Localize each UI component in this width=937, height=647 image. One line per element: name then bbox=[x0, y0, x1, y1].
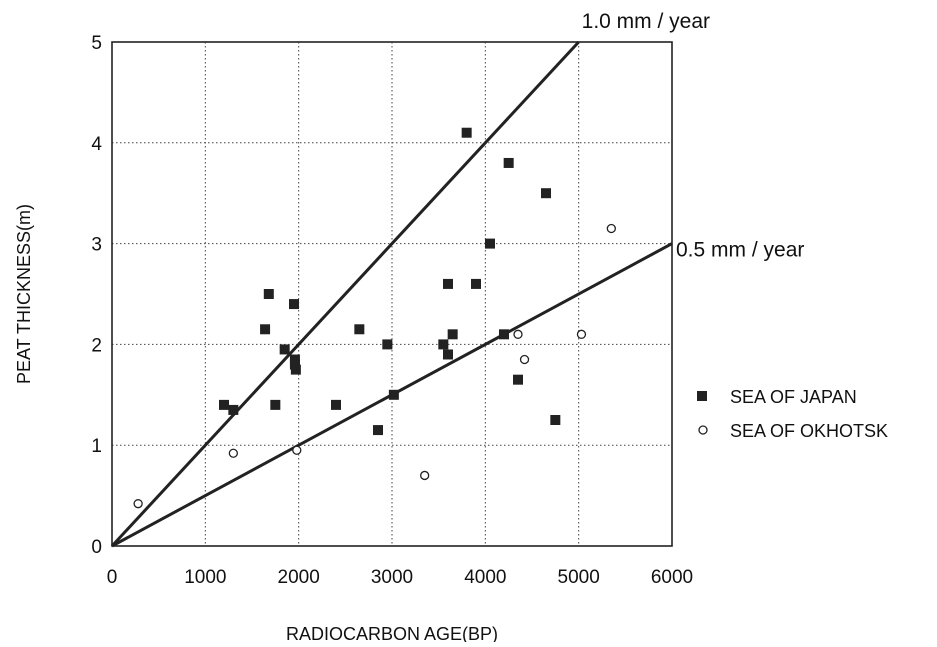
sea-of-okhotsk-point-5 bbox=[519, 354, 530, 365]
sea-of-japan-point-9 bbox=[290, 364, 301, 375]
sea-of-japan-point-2 bbox=[260, 324, 271, 335]
sea-of-japan-point-23 bbox=[503, 157, 514, 168]
sea-of-japan-point-0 bbox=[219, 399, 229, 410]
reference-line-label-0: 1.0 mm / year bbox=[582, 10, 710, 33]
sea-of-japan-point-10 bbox=[331, 399, 341, 410]
sea-of-japan-point-18 bbox=[447, 329, 458, 340]
sea-of-japan-point-25 bbox=[541, 188, 551, 199]
x-tick-label-4: 4000 bbox=[464, 567, 506, 588]
sea-of-japan-point-14 bbox=[388, 389, 399, 400]
sea-of-japan-point-15 bbox=[438, 339, 449, 350]
x-tick-label-1: 1000 bbox=[184, 567, 226, 588]
tick-labels: 0 1000 2000 3000 4000 5000 6000 0 1 2 3 4 5 bbox=[91, 33, 693, 588]
y-tick-label-5: 5 bbox=[91, 33, 102, 54]
y-tick-label-3: 3 bbox=[91, 235, 102, 256]
sea-of-japan-point-21 bbox=[485, 238, 495, 249]
y-axis-title: PEAT THICKNESS(m) bbox=[14, 204, 34, 384]
sea-of-japan-point-24 bbox=[513, 374, 523, 385]
x-tick-label-6: 6000 bbox=[651, 567, 693, 588]
sea-of-japan-point-12 bbox=[373, 425, 383, 436]
reference-line-label-1: 0.5 mm / year bbox=[676, 239, 804, 262]
sea-of-japan-point-7 bbox=[289, 354, 300, 365]
sea-of-okhotsk-point-0 bbox=[133, 499, 143, 509]
y-tick-label-2: 2 bbox=[91, 335, 102, 356]
legend-marker-sea-of-japan bbox=[697, 391, 707, 401]
grid bbox=[112, 42, 672, 546]
reference-lines: 1.0 mm / year 0.5 mm / year bbox=[110, 10, 804, 548]
sea-of-japan-point-26 bbox=[550, 415, 561, 425]
data-points bbox=[133, 127, 616, 509]
sea-of-okhotsk-point-4 bbox=[513, 329, 523, 339]
sea-of-japan-point-13 bbox=[382, 339, 393, 350]
sea-of-japan-point-5 bbox=[279, 344, 290, 355]
y-tick-label-1: 1 bbox=[91, 436, 102, 457]
legend: SEA OF JAPAN SEA OF OKHOTSK bbox=[697, 387, 888, 441]
sea-of-japan-point-1 bbox=[228, 404, 239, 415]
sea-of-japan-point-19 bbox=[461, 127, 472, 138]
legend-marker-sea-of-okhotsk bbox=[698, 425, 708, 435]
sea-of-japan-point-22 bbox=[499, 329, 509, 340]
sea-of-japan-point-3 bbox=[263, 289, 274, 299]
x-tick-label-3: 3000 bbox=[371, 567, 413, 588]
sea-of-japan-point-8 bbox=[289, 359, 300, 370]
x-tick-label-2: 2000 bbox=[278, 567, 320, 588]
x-tick-label-0: 0 bbox=[107, 567, 118, 588]
reference-line-0 bbox=[110, 40, 580, 548]
plot-frame bbox=[111, 41, 673, 547]
x-axis-title: RADIOCARBON AGE(BP) bbox=[286, 624, 498, 642]
x-tick-label-5: 5000 bbox=[558, 567, 600, 588]
sea-of-okhotsk-point-7 bbox=[606, 223, 616, 234]
legend-label-sea-of-japan: SEA OF JAPAN bbox=[730, 387, 857, 407]
sea-of-okhotsk-point-6 bbox=[576, 329, 587, 339]
sea-of-japan-point-4 bbox=[270, 399, 281, 410]
sea-of-okhotsk-point-2 bbox=[292, 445, 302, 455]
sea-of-japan-point-20 bbox=[471, 278, 481, 289]
y-tick-label-4: 4 bbox=[91, 134, 102, 155]
y-tick-label-0: 0 bbox=[91, 537, 102, 558]
sea-of-okhotsk-point-3 bbox=[420, 470, 430, 481]
legend-label-sea-of-okhotsk: SEA OF OKHOTSK bbox=[730, 421, 888, 441]
sea-of-okhotsk-point-1 bbox=[228, 448, 238, 458]
sea-of-japan-point-11 bbox=[354, 324, 365, 335]
sea-of-japan-point-17 bbox=[443, 349, 453, 360]
sea-of-japan-point-6 bbox=[289, 299, 299, 310]
sea-of-japan-point-16 bbox=[443, 278, 453, 289]
